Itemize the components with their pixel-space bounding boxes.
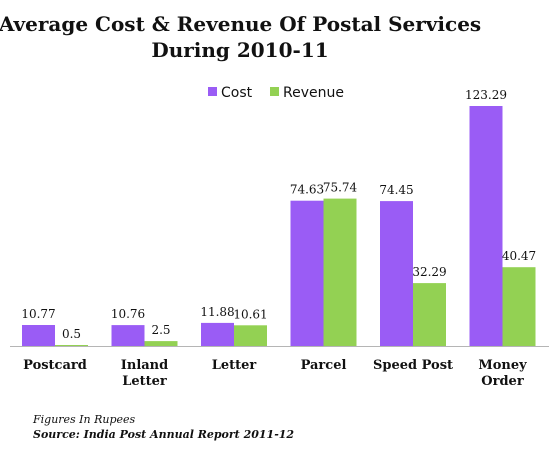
bar-cost-postcard [22, 325, 55, 346]
category-label-money-order-line-1: Money [478, 358, 527, 373]
data-label-revenue-letter: 10.61 [233, 307, 267, 321]
data-label-revenue-money-order: 40.47 [502, 249, 536, 263]
chart-title: Average Cost & Revenue Of Postal Service… [0, 12, 481, 62]
bar-revenue-speed-post [413, 283, 446, 346]
category-label-money-order-line-2: Order [481, 374, 524, 389]
data-label-cost-parcel: 74.63 [290, 183, 324, 197]
data-label-cost-speed-post: 74.45 [379, 183, 413, 197]
legend-label-cost: Cost [221, 85, 253, 101]
data-label-revenue-speed-post: 32.29 [412, 265, 446, 279]
category-label-parcel: Parcel [301, 358, 347, 373]
bar-cost-letter [201, 322, 234, 346]
data-label-revenue-parcel: 75.74 [323, 181, 358, 195]
chart-title-line-2: During 2010-11 [151, 38, 328, 62]
bar-revenue-postcard [55, 345, 88, 346]
data-label-cost-inland-letter: 10.76 [111, 307, 145, 321]
data-label-cost-letter: 11.88 [200, 305, 234, 319]
bar-revenue-inland-letter [144, 341, 178, 346]
legend-swatch-revenue [270, 87, 279, 96]
data-label-cost-postcard: 10.77 [21, 307, 55, 321]
plot-area: 10.770.5Postcard10.762.5InlandLetter11.8… [21, 88, 536, 389]
category-group-speed-post: 74.45 32.29 Speed Post [373, 183, 453, 373]
category-group-postcard: 10.77 0.5 Postcard [21, 307, 88, 373]
category-label-postcard: Postcard [23, 358, 87, 373]
legend-swatch-cost [208, 87, 217, 96]
category-label-letter: Letter [212, 358, 257, 373]
chart-title-line-1: Average Cost & Revenue Of Postal Service… [0, 12, 481, 36]
bar-revenue-parcel [323, 198, 357, 346]
footnotes: Figures In Rupees Source: India Post Ann… [32, 413, 294, 441]
category-label-inland-letter-line-1: Inland [121, 358, 168, 373]
bar-revenue-money-order [502, 267, 536, 346]
legend: Cost Revenue [208, 85, 344, 101]
bar-cost-parcel [290, 200, 324, 346]
bar-cost-inland-letter [111, 325, 145, 346]
category-label-inland-letter-line-2: Letter [122, 374, 167, 389]
category-label-speed-post: Speed Post [373, 358, 453, 373]
data-label-revenue-inland-letter: 2.5 [151, 323, 170, 337]
data-label-revenue-postcard: 0.5 [62, 327, 81, 341]
footnote-units: Figures In Rupees [32, 413, 136, 426]
footnote-source: Source: India Post Annual Report 2011-12 [33, 428, 294, 441]
data-label-cost-money-order: 123.29 [465, 88, 507, 102]
bar-cost-speed-post [380, 201, 413, 346]
legend-label-revenue: Revenue [283, 85, 344, 101]
bar-cost-money-order [469, 106, 503, 346]
bar-revenue-letter [234, 325, 267, 346]
